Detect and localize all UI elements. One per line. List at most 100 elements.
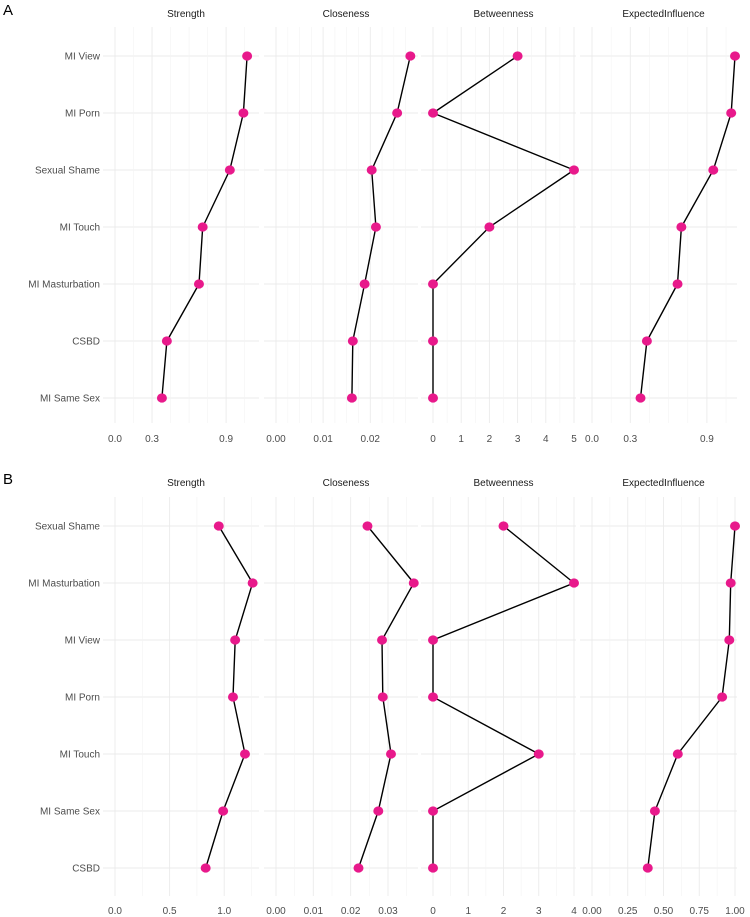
- facet-strength: 0.0 0.3 0.9 Strength: [103, 9, 259, 445]
- x-tick-label: 0: [430, 906, 436, 917]
- x-tick-label: 0.3: [623, 434, 637, 445]
- data-point: [405, 51, 416, 61]
- x-tick-label: 0.5: [163, 906, 177, 917]
- x-tick-label: 1: [458, 434, 464, 445]
- facet-expectedinfluence: 0.0 0.3 0.9 ExpectedInfluence: [580, 9, 740, 445]
- x-tick-label: 0.9: [219, 434, 233, 445]
- data-point: [512, 51, 523, 61]
- data-point: [373, 806, 384, 816]
- x-tick-label: 0.9: [700, 434, 714, 445]
- data-point: [227, 692, 238, 702]
- x-tick-label: 3: [536, 906, 542, 917]
- facet-betweenness: 0 1 2 3 4 Betweenness: [421, 478, 579, 917]
- x-tick-label: 1.0: [217, 906, 231, 917]
- x-tick-label: 0.03: [378, 906, 398, 917]
- data-point: [641, 336, 652, 346]
- facet-closeness: 0.00 0.01 0.02 Closeness: [264, 9, 418, 445]
- x-tick-label: 0.75: [690, 906, 710, 917]
- data-point: [642, 863, 653, 873]
- data-point: [230, 635, 241, 645]
- data-point: [392, 108, 403, 118]
- data-point: [193, 279, 204, 289]
- x-tick-label: 0.00: [266, 434, 286, 445]
- x-tick-label: 0: [430, 434, 436, 445]
- data-point: [385, 749, 396, 759]
- data-point: [649, 806, 660, 816]
- x-tick-label: 0.50: [654, 906, 674, 917]
- data-point: [346, 393, 357, 403]
- panel-letter: B: [3, 471, 13, 488]
- x-tick-label: 0.00: [266, 906, 286, 917]
- facet-closeness: 0.00 0.01 0.02 0.03 Closeness: [264, 478, 419, 917]
- data-point: [224, 165, 235, 175]
- data-point: [672, 749, 683, 759]
- facet-title: Strength: [167, 9, 205, 20]
- data-point: [408, 578, 419, 588]
- facet-title: Closeness: [323, 9, 370, 20]
- data-point: [676, 222, 687, 232]
- facet-expectedinfluence: 0.00 0.25 0.50 0.75 1.00 ExpectedInfluence: [580, 478, 745, 917]
- node-label: MI Same Sex: [40, 807, 100, 818]
- data-point: [238, 108, 249, 118]
- data-point: [242, 51, 253, 61]
- data-point: [708, 165, 719, 175]
- data-point: [213, 521, 224, 531]
- x-tick-label: 3: [515, 434, 521, 445]
- facet-title: Betweenness: [473, 478, 533, 489]
- x-tick-label: 0.0: [585, 434, 599, 445]
- data-point: [428, 393, 438, 403]
- data-point: [247, 578, 258, 588]
- facet-title: Strength: [167, 478, 205, 489]
- data-point: [428, 635, 438, 645]
- data-point: [370, 222, 381, 232]
- data-point: [161, 336, 172, 346]
- facet-strength: 0.0 0.5 1.0 Strength: [103, 478, 259, 917]
- node-label: Sexual Shame: [35, 522, 100, 533]
- data-point: [725, 578, 736, 588]
- x-tick-label: 0.01: [304, 906, 324, 917]
- data-point: [635, 393, 646, 403]
- data-point: [428, 806, 438, 816]
- data-point: [726, 108, 737, 118]
- data-point: [484, 222, 495, 232]
- data-point: [156, 393, 167, 403]
- node-label: MI Touch: [60, 750, 100, 761]
- x-tick-label: 0.25: [618, 906, 638, 917]
- data-point: [569, 165, 579, 175]
- data-point: [197, 222, 208, 232]
- node-label: MI View: [65, 52, 101, 63]
- facet-title: ExpectedInfluence: [622, 9, 705, 20]
- data-point: [498, 521, 509, 531]
- data-point: [359, 279, 370, 289]
- data-point: [428, 692, 438, 702]
- panel-a: A MI View MI Porn Sexual Shame MI Touch MI Ma…: [3, 2, 740, 445]
- data-point: [730, 51, 740, 61]
- node-label: MI Masturbation: [28, 579, 100, 590]
- node-label: MI Porn: [65, 109, 100, 120]
- data-point: [347, 336, 358, 346]
- data-point: [428, 108, 438, 118]
- node-label: MI Masturbation: [28, 280, 100, 291]
- data-point: [362, 521, 373, 531]
- facet-title: Betweenness: [473, 9, 533, 20]
- facet-betweenness: 0 1 2 3 4 5 Betweenness: [421, 9, 579, 445]
- node-label: MI Porn: [65, 693, 100, 704]
- data-point: [717, 692, 728, 702]
- data-point: [200, 863, 211, 873]
- x-tick-label: 1.00: [725, 906, 745, 917]
- x-tick-label: 0.3: [145, 434, 159, 445]
- data-point: [366, 165, 377, 175]
- data-point: [353, 863, 364, 873]
- x-tick-label: 0.0: [108, 434, 122, 445]
- data-point: [428, 279, 438, 289]
- data-point: [428, 863, 438, 873]
- node-label: MI Same Sex: [40, 394, 100, 405]
- x-tick-label: 0.02: [361, 434, 381, 445]
- x-tick-label: 0.02: [341, 906, 361, 917]
- panel-b: B Sexual Shame MI Masturbation MI View MI Po…: [3, 471, 745, 917]
- data-point: [724, 635, 735, 645]
- node-label: Sexual Shame: [35, 166, 100, 177]
- data-point: [428, 336, 438, 346]
- data-point: [569, 578, 579, 588]
